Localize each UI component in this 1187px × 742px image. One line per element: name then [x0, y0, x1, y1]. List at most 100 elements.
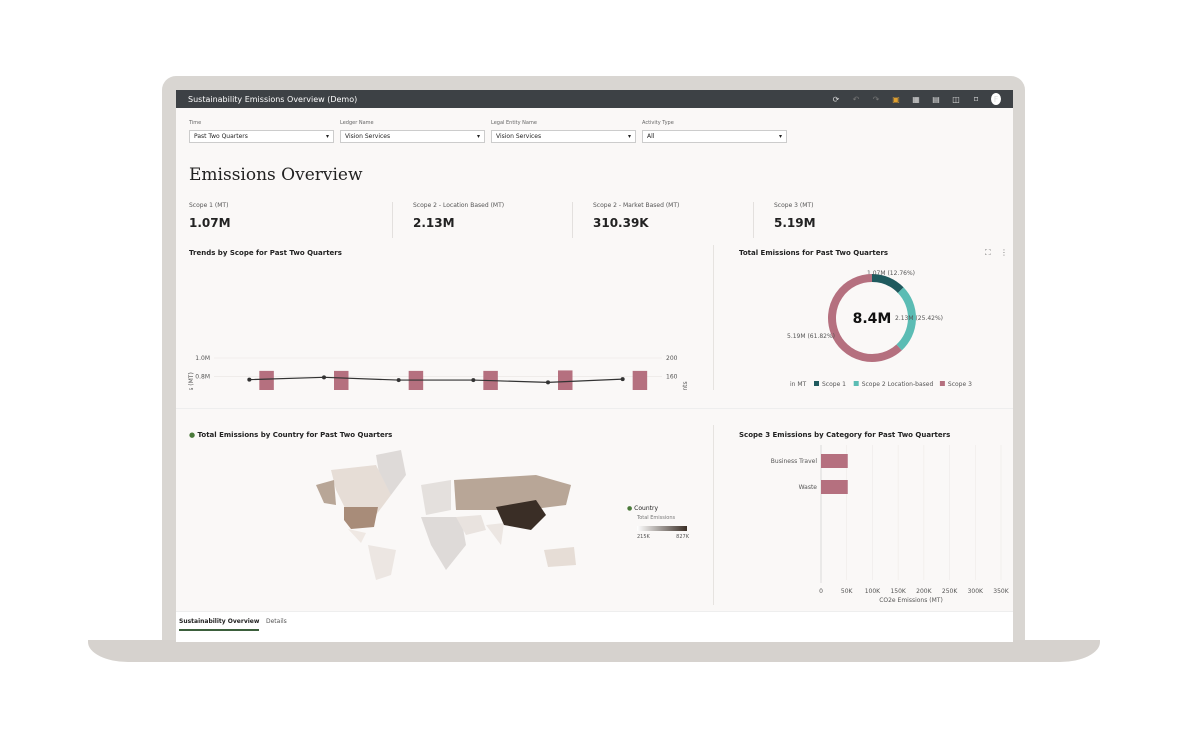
edit-icon[interactable]: ▣ [892, 94, 900, 104]
x-tick-label: 0 [819, 588, 823, 595]
avatar[interactable]: F [991, 93, 1001, 105]
divider [713, 245, 714, 390]
country-india [486, 523, 504, 545]
y2-tick-label: 200 [666, 355, 678, 362]
country-australia [544, 547, 576, 567]
present-icon[interactable]: ◫ [952, 94, 960, 104]
activity-line [249, 376, 623, 383]
x-tick-label: 250K [942, 588, 958, 595]
refresh-icon[interactable]: ⟳ [832, 94, 840, 104]
ledger-select[interactable]: Vision Services ▾ [340, 130, 485, 143]
legend-label: Scope 3 [948, 381, 972, 388]
filter-bar: Time Past Two Quarters ▾ Ledger Name Vision… [189, 120, 787, 143]
category-bar [821, 454, 848, 468]
country-legend-icon: ● [627, 505, 633, 512]
kpi-scope1: Scope 1 (MT) 1.07M [176, 202, 393, 238]
comment-icon[interactable]: ▤ [932, 94, 940, 104]
country-europe [421, 480, 451, 515]
filter-legal-entity: Legal Entity Name Vision Services ▾ [491, 120, 636, 143]
donut-chart: 1.07M (12.76%) 2.13M (25.42%) 5.19M (61.82… [787, 270, 972, 388]
scope3-category-chart: 050K100K150K200K250K300K350KPurchased Go… [771, 445, 1010, 604]
country-usa [344, 507, 378, 529]
activity-point [620, 377, 625, 382]
legend-prefix: in MT [790, 381, 807, 388]
tab-sustainability-overview[interactable]: Sustainability Overview [179, 618, 260, 631]
category-label: Business Travel [771, 458, 818, 465]
world-map [316, 450, 576, 580]
country-south-america [368, 545, 396, 580]
trends-chart-title: Trends by Scope for Past Two Quarters [189, 249, 342, 257]
scope3-chart-title: Scope 3 Emissions by Category for Past T… [739, 431, 951, 439]
filter-label: Activity Type [642, 120, 674, 126]
legend-swatch [939, 381, 945, 386]
activity-type-select[interactable]: All ▾ [642, 130, 787, 143]
x-tick-label: 350K [993, 588, 1009, 595]
header-bar: Sustainability Emissions Overview (Demo)… [176, 90, 1013, 108]
activity-point [247, 377, 252, 382]
country-africa [421, 517, 466, 570]
filter-ledger: Ledger Name Vision Services ▾ [340, 120, 485, 143]
country-middle-east [456, 515, 486, 535]
map-title: ● Total Emissions by Country for Past Tw… [189, 431, 393, 439]
laptop-base [88, 640, 1100, 662]
donut-slice-scope-3 [828, 274, 902, 362]
legal-entity-select[interactable]: Vision Services ▾ [491, 130, 636, 143]
map-legend: ● Country Total Emissions 215K 827K [627, 505, 689, 540]
dropdown-arrow-icon: ▾ [325, 133, 329, 140]
tab-details[interactable]: Details [266, 618, 287, 625]
donut-chart-title: Total Emissions for Past Two Quarters [739, 249, 889, 257]
trends-chart: 0.000.2M400.4M800.6M1200.8M1601.0M200CO2… [188, 355, 689, 390]
category-label: Waste [799, 484, 818, 491]
legend-swatch [814, 381, 819, 386]
slice-label: 1.07M (12.76%) [867, 270, 915, 277]
undo-icon[interactable]: ↶ [852, 94, 860, 104]
country-canada [331, 465, 391, 515]
expand-icon[interactable]: ⛶ [985, 248, 991, 257]
dropdown-arrow-icon: ▾ [778, 133, 782, 140]
activity-point [546, 380, 550, 385]
page-title: Emissions Overview [189, 165, 363, 185]
y-tick-label: 1.0M [195, 355, 210, 362]
x-tick-label: 150K [890, 588, 906, 595]
y-tick-label: 0.8M [195, 373, 210, 380]
bar-scope-3 [259, 370, 274, 390]
bar-scope-3 [334, 370, 349, 390]
category-bar [821, 480, 848, 494]
x-tick-label: 100K [865, 588, 881, 595]
activity-point [396, 378, 401, 383]
dropdown-arrow-icon: ▾ [627, 133, 631, 140]
bookmark-icon[interactable]: ⌑ [973, 94, 979, 104]
bar-scope-3 [558, 370, 573, 390]
tab-bar: Sustainability Overview Details [176, 611, 1013, 642]
bar-scope-3 [632, 370, 648, 390]
filter-label: Ledger Name [340, 120, 374, 126]
redo-icon[interactable]: ↷ [872, 94, 880, 104]
donut-slice-scope-2-location-based [896, 287, 916, 351]
kpi-row: Scope 1 (MT) 1.07M Scope 2 - Location Bas… [176, 202, 1013, 238]
data-icon[interactable]: ▦ [912, 94, 920, 104]
x-tick-label: 300K [968, 588, 984, 595]
country-china [496, 500, 546, 530]
slice-label: 5.19M (61.82%) [787, 333, 835, 340]
country-mexico [348, 529, 366, 543]
divider [713, 425, 714, 605]
donut-center-value: 8.4M [853, 311, 892, 327]
filter-activity-type: Activity Type All ▾ [642, 120, 787, 143]
activity-point [322, 375, 326, 380]
app-title: Sustainability Emissions Overview (Demo) [188, 94, 358, 104]
legend-label: Scope 1 [822, 381, 846, 388]
filter-time: Time Past Two Quarters ▾ [189, 120, 334, 143]
activity-point [471, 378, 476, 383]
donut-slice-scope-1 [871, 274, 904, 294]
dropdown-arrow-icon: ▾ [476, 133, 480, 140]
x-axis-label: CO2e Emissions (MT) [879, 597, 943, 604]
more-options-icon[interactable]: ⋮ [1000, 248, 1008, 257]
kpi-scope2-location: Scope 2 - Location Based (MT) 2.13M [393, 202, 573, 238]
legend-label: Scope 2 Location-based [862, 381, 934, 388]
x-tick-label: 200K [916, 588, 932, 595]
country-alaska [316, 480, 336, 505]
legend-swatch [853, 381, 859, 386]
time-select[interactable]: Past Two Quarters ▾ [189, 130, 334, 143]
kpi-scope3: Scope 3 (MT) 5.19M [774, 202, 816, 230]
y-axis-label: CO2e Emissions (MT) [188, 372, 195, 390]
